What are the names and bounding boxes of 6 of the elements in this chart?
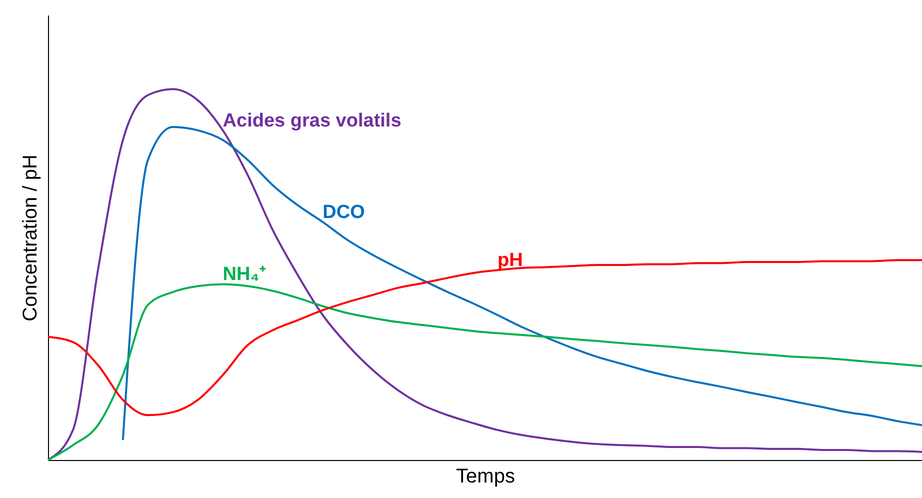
series-label: pH — [497, 250, 523, 272]
series-label: NH₄⁺ — [222, 264, 266, 286]
series-label: DCO — [322, 202, 365, 223]
y-axis-title: Concentration / pH — [20, 154, 42, 322]
x-axis-title: Temps — [456, 466, 515, 488]
series-label: Acides gras volatils — [222, 110, 402, 132]
